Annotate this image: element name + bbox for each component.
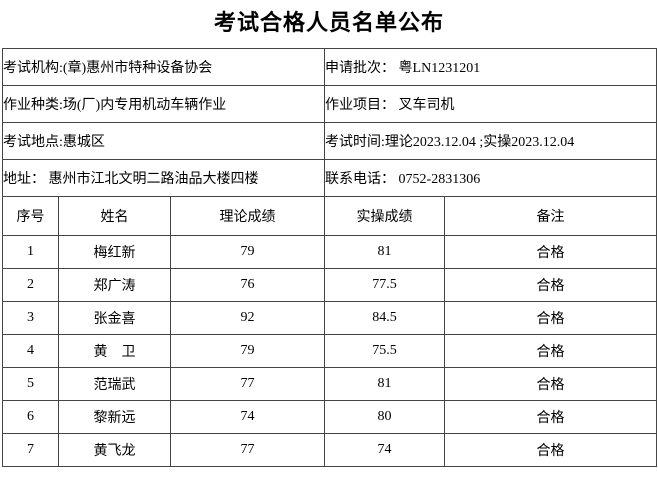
name-cell: 郑广涛 [58,268,171,302]
page-title: 考试合格人员名单公布 [213,10,444,35]
practical-score-cell: 80 [324,400,446,434]
result-row: 7 黄飞龙 77 74 合格 [2,433,658,467]
result-row: 2 郑广涛 76 77.5 合格 [2,268,658,302]
name-cell: 黎新远 [58,400,171,434]
col-header-serial: 序号 [2,196,59,236]
col-header-practical-score: 实操成绩 [324,196,446,236]
serial-cell: 6 [2,400,59,434]
practical-score-cell: 74 [324,433,446,467]
info-section: 考试机构:(章)惠州市特种设备协会 申请批次： 粤LN1231201 作业种类:… [1,48,658,236]
col-header-theory-score: 理论成绩 [169,196,326,236]
remark-cell: 合格 [444,367,658,401]
remark-cell: 合格 [444,433,658,467]
practical-score-cell: 77.5 [324,268,446,302]
col-header-name: 姓名 [58,196,171,236]
exam-results-table: 考试机构:(章)惠州市特种设备协会 申请批次： 粤LN1231201 作业种类:… [1,48,658,467]
exam-organization-cell: 考试机构:(章)惠州市特种设备协会 [1,48,326,86]
work-category-cell: 作业种类:场(厂)内专用机动车辆作业 [1,85,326,123]
theory-score-cell: 77 [169,367,326,401]
practical-score-cell: 81 [324,235,446,269]
remark-cell: 合格 [444,268,658,302]
work-project-cell: 作业项目： 叉车司机 [324,85,658,123]
practical-score-cell: 81 [324,367,446,401]
name-cell: 梅红新 [58,235,171,269]
serial-cell: 2 [2,268,59,302]
result-row: 6 黎新远 74 80 合格 [2,400,658,434]
theory-score-cell: 74 [169,400,326,434]
remark-cell: 合格 [444,400,658,434]
info-row: 考试地点:惠城区 考试时间:理论2023.12.04 ;实操2023.12.04 [1,122,658,160]
serial-cell: 1 [2,235,59,269]
serial-cell: 3 [2,301,59,335]
serial-cell: 4 [2,334,59,368]
address-cell: 地址： 惠州市江北文明二路油品大楼四楼 [1,159,326,197]
theory-score-cell: 77 [169,433,326,467]
practical-score-cell: 75.5 [324,334,446,368]
results-header-row: 序号 姓名 理论成绩 实操成绩 备注 [2,196,658,236]
serial-cell: 7 [2,433,59,467]
exam-time-cell: 考试时间:理论2023.12.04 ;实操2023.12.04 [324,122,658,160]
exam-pass-notice-page: 考试合格人员名单公布 考试机构:(章)惠州市特种设备协会 申请批次： 粤LN12… [0,9,658,480]
theory-score-cell: 79 [169,334,326,368]
result-row: 5 范瑞武 77 81 合格 [2,367,658,401]
theory-score-cell: 76 [169,268,326,302]
name-cell: 范瑞武 [58,367,171,401]
remark-cell: 合格 [444,334,658,368]
info-row: 作业种类:场(厂)内专用机动车辆作业 作业项目： 叉车司机 [1,85,658,123]
exam-location-cell: 考试地点:惠城区 [1,122,326,160]
practical-score-cell: 84.5 [324,301,446,335]
remark-cell: 合格 [444,235,658,269]
serial-cell: 5 [2,367,59,401]
application-batch-cell: 申请批次： 粤LN1231201 [324,48,658,86]
result-row: 1 梅红新 79 81 合格 [2,235,658,269]
name-cell: 黄飞龙 [58,433,171,467]
name-cell: 黄 卫 [58,334,171,368]
info-row: 考试机构:(章)惠州市特种设备协会 申请批次： 粤LN1231201 [1,48,658,86]
info-row: 地址： 惠州市江北文明二路油品大楼四楼 联系电话： 0752-2831306 [1,159,658,197]
remark-cell: 合格 [444,301,658,335]
result-row: 3 张金喜 92 84.5 合格 [2,301,658,335]
col-header-remark: 备注 [444,196,658,236]
results-section: 1 梅红新 79 81 合格 2 郑广涛 76 77.5 合格 3 张金喜 92 84.5 合格 4 黄 卫 79… [2,235,658,467]
contact-phone-cell: 联系电话： 0752-2831306 [324,159,658,197]
theory-score-cell: 79 [169,235,326,269]
theory-score-cell: 92 [169,301,326,335]
name-cell: 张金喜 [58,301,171,335]
